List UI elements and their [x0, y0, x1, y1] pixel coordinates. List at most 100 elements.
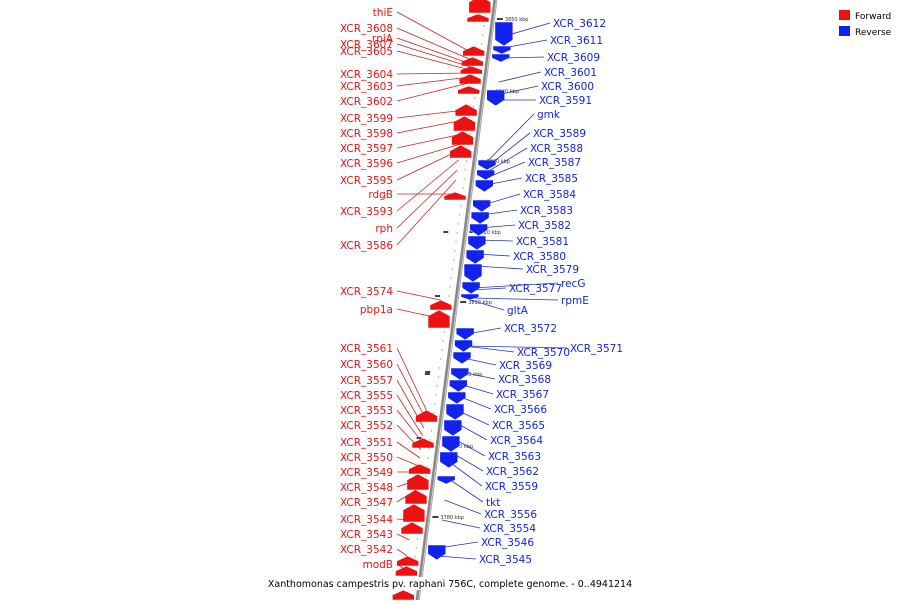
reverse-gene-label[interactable]: tkt	[486, 497, 500, 509]
forward-gene-label[interactable]: XCR_3574	[340, 286, 393, 298]
forward-gene-label[interactable]: XCR_3595	[340, 175, 393, 187]
forward-gene-arrow[interactable]	[453, 115, 476, 132]
reverse-gene-label[interactable]: XCR_3572	[504, 323, 557, 335]
reverse-gene-arrow[interactable]	[455, 327, 475, 341]
reverse-gene-arrow[interactable]	[447, 391, 467, 405]
forward-gene-arrow[interactable]	[408, 463, 431, 475]
forward-gene-label[interactable]: XCR_3553	[340, 405, 393, 417]
forward-gene-arrow[interactable]	[395, 565, 418, 577]
reverse-gene-label[interactable]: XCR_3579	[526, 264, 579, 276]
reverse-gene-label[interactable]: XCR_3582	[518, 220, 571, 232]
reverse-gene-arrow[interactable]	[470, 211, 490, 225]
reverse-gene-arrow[interactable]	[477, 159, 497, 171]
reverse-gene-label[interactable]: XCR_3583	[520, 205, 573, 217]
forward-gene-label[interactable]: XCR_3557	[340, 375, 393, 387]
reverse-gene-label[interactable]: XCR_3589	[533, 128, 586, 140]
forward-gene-label[interactable]: XCR_3555	[340, 390, 393, 402]
reverse-gene-label[interactable]: XCR_3587	[528, 157, 581, 169]
forward-gene-label[interactable]: XCR_3543	[340, 529, 393, 541]
reverse-gene-label[interactable]: XCR_3562	[486, 466, 539, 478]
forward-gene-arrow[interactable]	[427, 309, 451, 329]
reverse-gene-label[interactable]: XCR_3585	[525, 173, 578, 185]
reverse-gene-arrow[interactable]	[494, 21, 514, 47]
reverse-gene-label[interactable]: XCR_3577	[509, 283, 562, 295]
reverse-gene-arrow[interactable]	[476, 169, 495, 181]
forward-gene-arrow[interactable]	[451, 130, 474, 146]
reverse-gene-arrow[interactable]	[472, 199, 491, 213]
forward-gene-label[interactable]: XCR_3552	[340, 420, 393, 432]
forward-gene-arrow[interactable]	[454, 103, 478, 117]
reverse-gene-label[interactable]: XCR_3556	[484, 509, 537, 521]
reverse-gene-label[interactable]: XCR_3571	[570, 343, 623, 355]
forward-gene-arrow[interactable]	[468, 0, 492, 14]
reverse-gene-label[interactable]: XCR_3546	[481, 537, 534, 549]
forward-gene-arrow[interactable]	[429, 299, 453, 311]
forward-gene-label[interactable]: XCR_3607	[340, 39, 393, 51]
forward-gene-label[interactable]: rph	[375, 223, 393, 235]
reverse-gene-arrow[interactable]	[469, 223, 488, 237]
reverse-gene-label[interactable]: XCR_3580	[513, 251, 566, 263]
forward-gene-label[interactable]: XCR_3549	[340, 467, 393, 479]
forward-gene-label[interactable]: XCR_3608	[340, 23, 393, 35]
reverse-gene-arrow[interactable]	[475, 179, 494, 193]
forward-gene-arrow[interactable]	[396, 555, 419, 567]
reverse-gene-label[interactable]: XCR_3601	[544, 67, 597, 79]
reverse-gene-label[interactable]: XCR_3545	[479, 554, 532, 566]
reverse-gene-label[interactable]: XCR_3563	[488, 451, 541, 463]
forward-gene-arrow[interactable]	[400, 521, 424, 535]
forward-gene-label[interactable]: XCR_3593	[340, 206, 393, 218]
reverse-gene-label[interactable]: XCR_3554	[483, 523, 536, 535]
reverse-gene-arrow[interactable]	[450, 367, 470, 381]
reverse-gene-label[interactable]: XCR_3570	[517, 347, 570, 359]
forward-gene-arrow[interactable]	[460, 65, 483, 75]
forward-gene-arrow[interactable]	[458, 73, 482, 85]
reverse-gene-label[interactable]: XCR_3567	[496, 389, 549, 401]
reverse-gene-arrow[interactable]	[492, 45, 512, 55]
forward-gene-label[interactable]: XCR_3597	[340, 143, 393, 155]
reverse-gene-label[interactable]: XCR_3611	[550, 35, 603, 47]
reverse-gene-label[interactable]: XCR_3584	[523, 189, 576, 201]
forward-gene-label[interactable]: XCR_3596	[340, 158, 393, 170]
forward-gene-arrow[interactable]	[466, 13, 490, 23]
forward-gene-arrow[interactable]	[462, 45, 485, 57]
forward-gene-label[interactable]: XCR_3551	[340, 437, 393, 449]
reverse-gene-label[interactable]: XCR_3565	[492, 420, 545, 432]
reverse-gene-arrow[interactable]	[460, 293, 480, 301]
reverse-gene-label[interactable]: XCR_3609	[547, 52, 600, 64]
forward-gene-label[interactable]: XCR_3602	[340, 96, 393, 108]
reverse-gene-arrow[interactable]	[491, 53, 511, 63]
forward-gene-label[interactable]: thiE	[373, 7, 393, 19]
forward-gene-arrow[interactable]	[449, 144, 472, 159]
reverse-gene-label[interactable]: XCR_3559	[485, 481, 538, 493]
forward-gene-label[interactable]: XCR_3542	[340, 544, 393, 556]
reverse-gene-arrow[interactable]	[454, 339, 473, 353]
reverse-gene-arrow[interactable]	[461, 281, 481, 295]
reverse-gene-label[interactable]: XCR_3568	[498, 374, 551, 386]
forward-gene-label[interactable]: pbp1a	[360, 304, 393, 316]
forward-gene-label[interactable]: XCR_3547	[340, 497, 393, 509]
reverse-gene-label[interactable]: XCR_3600	[541, 81, 594, 93]
forward-gene-arrow[interactable]	[461, 56, 484, 67]
reverse-gene-arrow[interactable]	[486, 89, 505, 107]
reverse-gene-label[interactable]: XCR_3588	[530, 143, 583, 155]
forward-gene-label[interactable]: rdgB	[368, 189, 393, 201]
forward-gene-label[interactable]: XCR_3548	[340, 482, 393, 494]
reverse-gene-label[interactable]: XCR_3569	[499, 360, 552, 372]
reverse-gene-arrow[interactable]	[443, 419, 463, 437]
forward-gene-arrow[interactable]	[443, 191, 467, 201]
reverse-gene-arrow[interactable]	[463, 263, 483, 283]
forward-gene-label[interactable]: XCR_3561	[340, 343, 393, 355]
reverse-gene-label[interactable]: XCR_3564	[490, 435, 543, 447]
forward-gene-label[interactable]: XCR_3544	[340, 514, 393, 526]
forward-gene-arrow[interactable]	[457, 85, 480, 95]
forward-gene-arrow[interactable]	[402, 503, 426, 523]
forward-gene-label[interactable]: XCR_3598	[340, 128, 393, 140]
reverse-gene-arrow[interactable]	[467, 235, 487, 251]
forward-gene-arrow[interactable]	[411, 437, 435, 449]
reverse-gene-arrow[interactable]	[465, 249, 485, 265]
reverse-gene-arrow[interactable]	[445, 403, 465, 421]
reverse-gene-label[interactable]: recG	[561, 278, 585, 290]
reverse-gene-label[interactable]: XCR_3612	[553, 18, 606, 30]
forward-gene-label[interactable]: modB	[362, 559, 393, 571]
forward-gene-arrow[interactable]	[406, 473, 430, 491]
